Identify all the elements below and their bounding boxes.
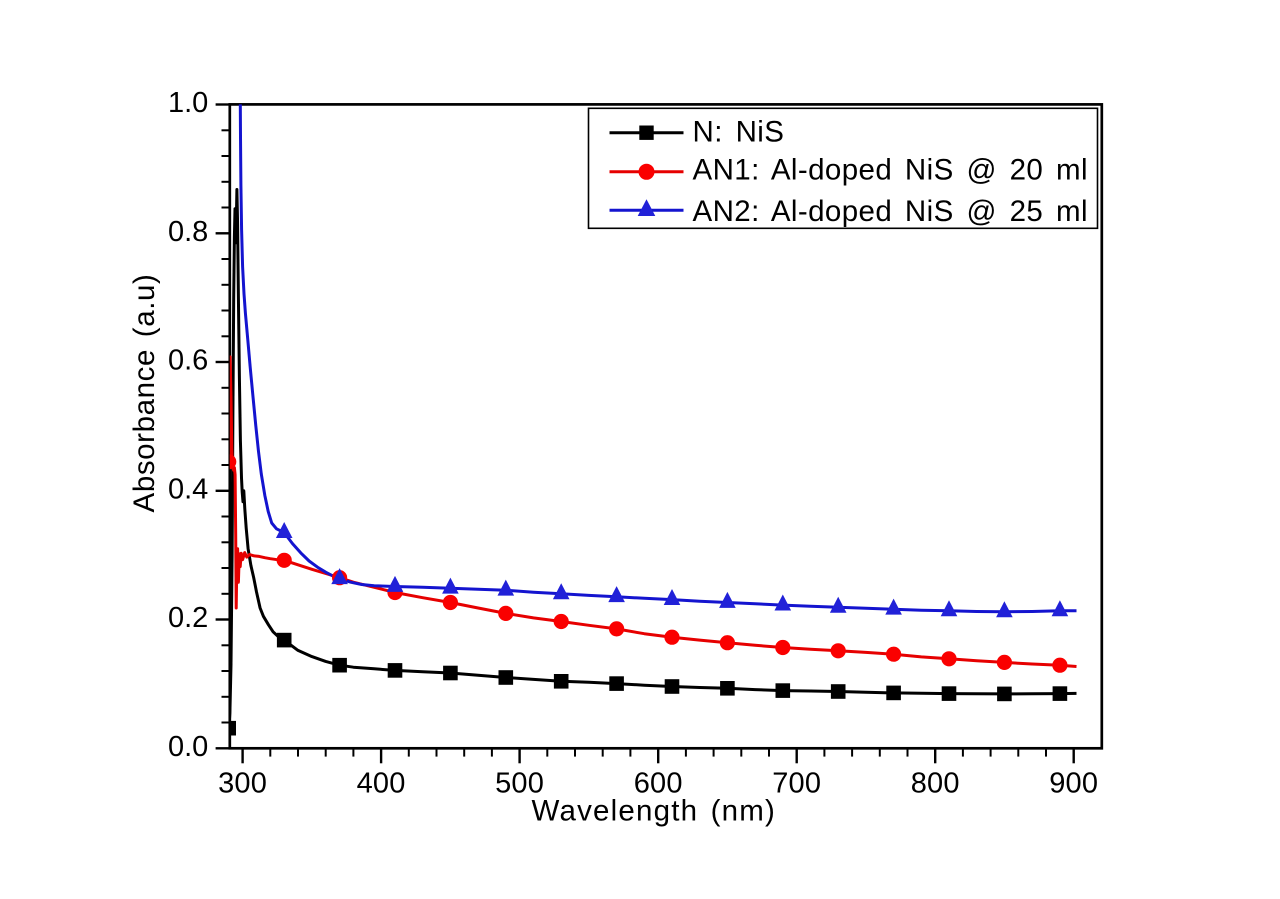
svg-text:900: 900 (1049, 768, 1098, 800)
svg-text:0.6: 0.6 (168, 345, 208, 377)
svg-text:700: 700 (772, 768, 821, 800)
svg-text:600: 600 (634, 768, 683, 800)
svg-text:0.4: 0.4 (168, 473, 208, 505)
svg-text:N: NiS: N: NiS (693, 116, 785, 149)
svg-text:800: 800 (911, 768, 960, 800)
svg-text:0.2: 0.2 (168, 602, 208, 634)
svg-text:500: 500 (495, 768, 544, 800)
svg-text:Absorbance (a.u): Absorbance (a.u) (128, 274, 161, 513)
svg-text:AN1: Al-doped NiS @ 20 ml: AN1: Al-doped NiS @ 20 ml (693, 153, 1088, 186)
svg-text:Wavelength (nm): Wavelength (nm) (532, 795, 777, 828)
svg-text:1.0: 1.0 (168, 87, 208, 119)
svg-text:0.8: 0.8 (168, 216, 208, 248)
svg-text:0.0: 0.0 (168, 731, 208, 763)
svg-text:AN2: Al-doped NiS @ 25 ml: AN2: Al-doped NiS @ 25 ml (693, 195, 1088, 228)
svg-text:400: 400 (357, 768, 406, 800)
svg-text:300: 300 (218, 768, 267, 800)
